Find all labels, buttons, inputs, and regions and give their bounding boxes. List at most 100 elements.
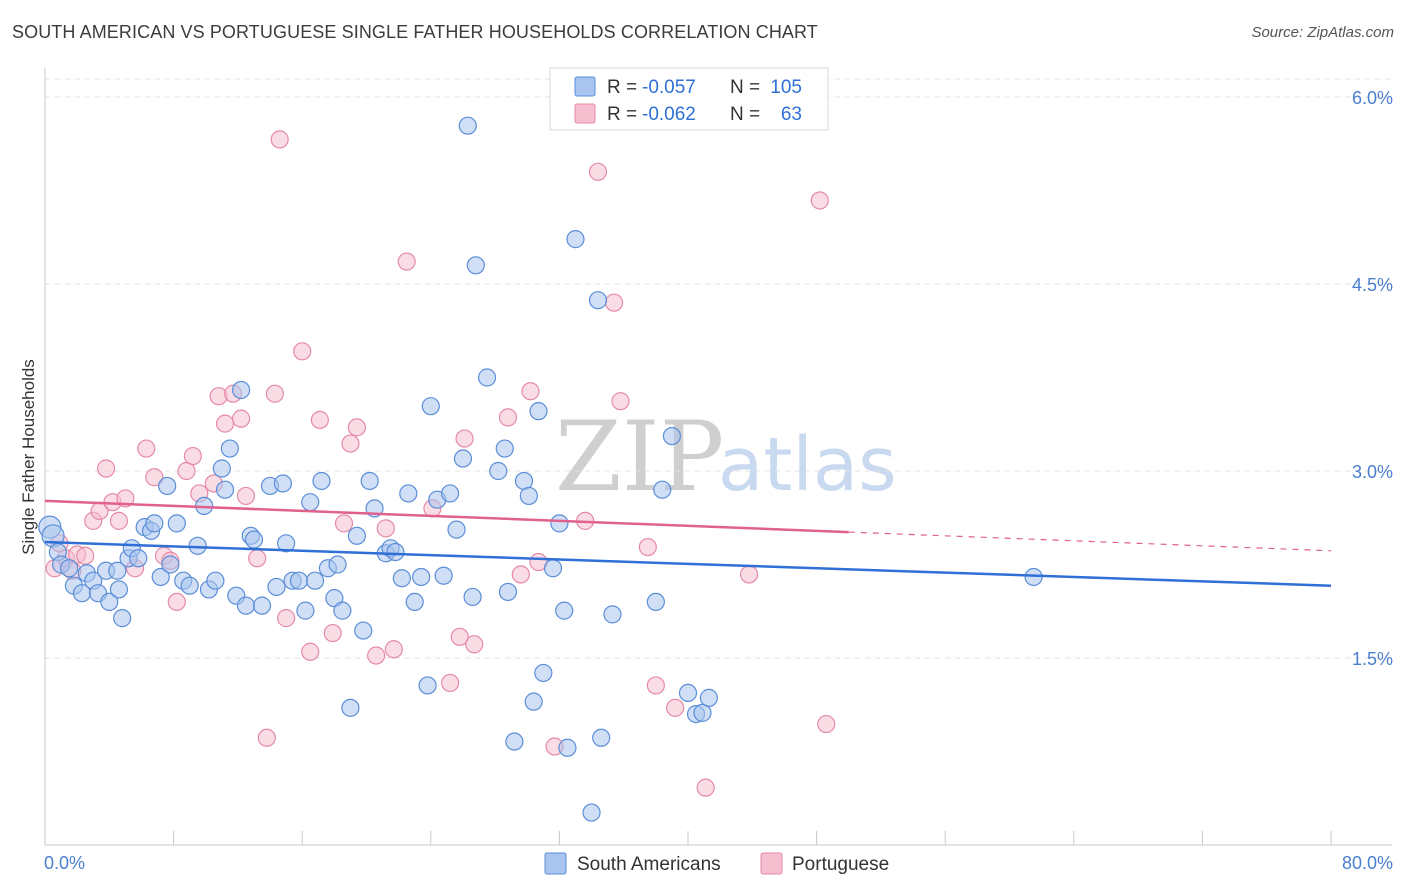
point-south-americans: [267, 577, 286, 597]
legend-r-label-0: R =: [607, 77, 637, 98]
point-south-americans: [151, 567, 170, 587]
point-portuguese: [384, 640, 403, 659]
point-portuguese: [666, 698, 685, 717]
point-portuguese: [310, 410, 329, 429]
point-portuguese: [521, 382, 540, 401]
point-portuguese: [232, 409, 251, 428]
point-south-americans: [498, 582, 518, 602]
point-portuguese: [270, 130, 289, 149]
point-portuguese: [817, 714, 836, 734]
y-tick-label: 4.5%: [1352, 275, 1393, 295]
point-south-americans: [277, 534, 296, 553]
point-portuguese: [588, 162, 608, 181]
point-south-americans: [354, 621, 373, 640]
point-south-americans: [543, 559, 563, 578]
legend-r-label-1: R =: [607, 104, 637, 125]
point-portuguese: [397, 252, 416, 271]
point-portuguese: [183, 446, 202, 466]
point-south-americans: [236, 596, 256, 615]
point-south-americans: [418, 676, 437, 695]
series-legend-swatch-south-americans: [544, 852, 567, 875]
point-south-americans: [252, 596, 272, 615]
point-south-americans: [333, 601, 352, 620]
point-south-americans: [312, 471, 331, 491]
point-south-americans: [603, 605, 622, 624]
legend-n-label-1: N =: [730, 104, 760, 125]
point-south-americans: [555, 601, 574, 620]
point-south-americans: [212, 459, 231, 478]
legend-n-value-0: 105: [770, 77, 802, 98]
point-portuguese: [440, 673, 460, 693]
point-south-americans: [220, 439, 239, 458]
point-south-americans: [646, 592, 665, 612]
point-south-americans: [699, 688, 718, 707]
point-south-americans: [529, 402, 548, 421]
legend-swatch-portuguese: [574, 103, 596, 124]
point-south-americans: [592, 728, 611, 747]
series-south-americans-points: [38, 116, 1043, 822]
point-portuguese: [215, 414, 235, 433]
x-axis-ticks: [173, 831, 1332, 845]
point-portuguese: [367, 646, 386, 665]
point-south-americans: [273, 474, 293, 493]
point-south-americans: [386, 542, 405, 562]
point-south-americans: [341, 698, 360, 717]
point-south-americans: [453, 449, 473, 468]
y-tick-label: 1.5%: [1352, 649, 1393, 669]
chart-title: SOUTH AMERICAN VS PORTUGUESE SINGLE FATH…: [12, 22, 818, 42]
series-legend-label-south-americans: South Americans: [577, 854, 721, 875]
point-portuguese: [334, 514, 354, 533]
point-south-americans: [534, 663, 553, 683]
point-portuguese: [638, 537, 657, 557]
point-south-americans: [289, 571, 309, 590]
point-portuguese: [301, 642, 320, 661]
point-south-americans: [109, 580, 129, 599]
point-portuguese: [323, 623, 342, 643]
point-portuguese: [604, 293, 624, 312]
point-south-americans: [405, 592, 424, 612]
y-tick-label: 3.0%: [1352, 462, 1393, 482]
y-axis-label: Single Father Households: [19, 359, 38, 555]
point-portuguese: [347, 418, 366, 437]
legend-box: [549, 67, 829, 131]
point-south-americans: [145, 514, 164, 533]
point-south-americans: [180, 576, 199, 595]
point-portuguese: [167, 592, 186, 612]
point-portuguese: [696, 778, 715, 797]
point-south-americans: [566, 230, 585, 249]
point-south-americans: [524, 692, 543, 711]
x-tick-label-max: 80.0%: [1342, 853, 1393, 873]
point-south-americans: [582, 803, 601, 822]
point-portuguese: [96, 459, 116, 478]
watermark-atlas: atlas: [718, 422, 897, 508]
trend-line-south-americans: [44, 540, 1332, 587]
point-portuguese: [137, 439, 156, 458]
point-south-americans: [158, 476, 177, 496]
series-legend-swatch-portuguese: [760, 852, 783, 875]
point-south-americans: [653, 480, 672, 499]
trend-line-portuguese-extrapolated: [848, 531, 1332, 552]
point-south-americans: [447, 520, 466, 539]
point-portuguese: [450, 627, 469, 646]
gridlines: [45, 78, 1392, 659]
y-tick-label: 6.0%: [1352, 88, 1393, 108]
point-portuguese: [646, 676, 665, 695]
y-tick-labels: 1.5% 3.0% 4.5% 6.0%: [1352, 88, 1393, 669]
point-south-americans: [519, 486, 538, 506]
trend-lines: [44, 499, 1332, 587]
point-portuguese: [293, 342, 312, 361]
legend-r-value-0: -0.057: [642, 77, 696, 98]
point-south-americans: [458, 116, 477, 135]
point-south-americans: [60, 559, 79, 578]
point-south-americans: [305, 571, 325, 590]
point-portuguese: [341, 434, 360, 453]
point-south-americans: [244, 530, 264, 549]
point-south-americans: [434, 566, 453, 585]
point-south-americans: [328, 555, 347, 574]
point-portuguese: [739, 565, 759, 584]
legend-n-value-1: 63: [781, 104, 802, 125]
point-south-americans: [129, 549, 148, 568]
point-south-americans: [399, 484, 418, 503]
x-tick-label-min: 0.0%: [44, 853, 85, 873]
point-south-americans: [100, 592, 119, 612]
